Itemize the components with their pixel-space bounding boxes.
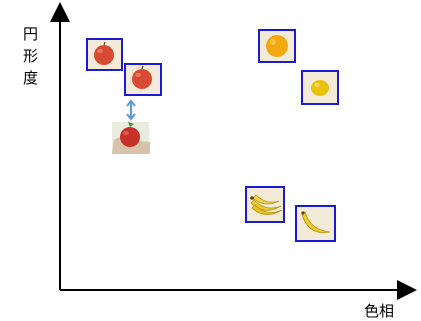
banana-icon — [301, 211, 331, 233]
y-axis-label-2: 形 — [23, 47, 38, 65]
apple-query-thumbnail — [112, 122, 150, 154]
x-axis-label: 色相 — [364, 302, 394, 320]
banana-2-thumbnail — [295, 205, 336, 242]
lemon-thumbnail — [301, 70, 339, 105]
y-axis-label-3: 度 — [23, 69, 38, 87]
apple-icon — [132, 65, 152, 89]
y-axis-label-1: 円 — [23, 25, 38, 43]
lemon-icon — [311, 80, 329, 96]
apple-in-hand-icon — [120, 122, 140, 147]
orange-thumbnail — [258, 29, 296, 63]
banana-1-thumbnail — [245, 186, 285, 223]
apple-1-thumbnail — [86, 38, 123, 71]
apple-icon — [94, 41, 114, 65]
banana-bunch-icon — [250, 194, 283, 215]
apple-2-thumbnail — [124, 63, 162, 96]
orange-icon — [266, 35, 288, 57]
double-arrow-icon — [126, 99, 136, 121]
